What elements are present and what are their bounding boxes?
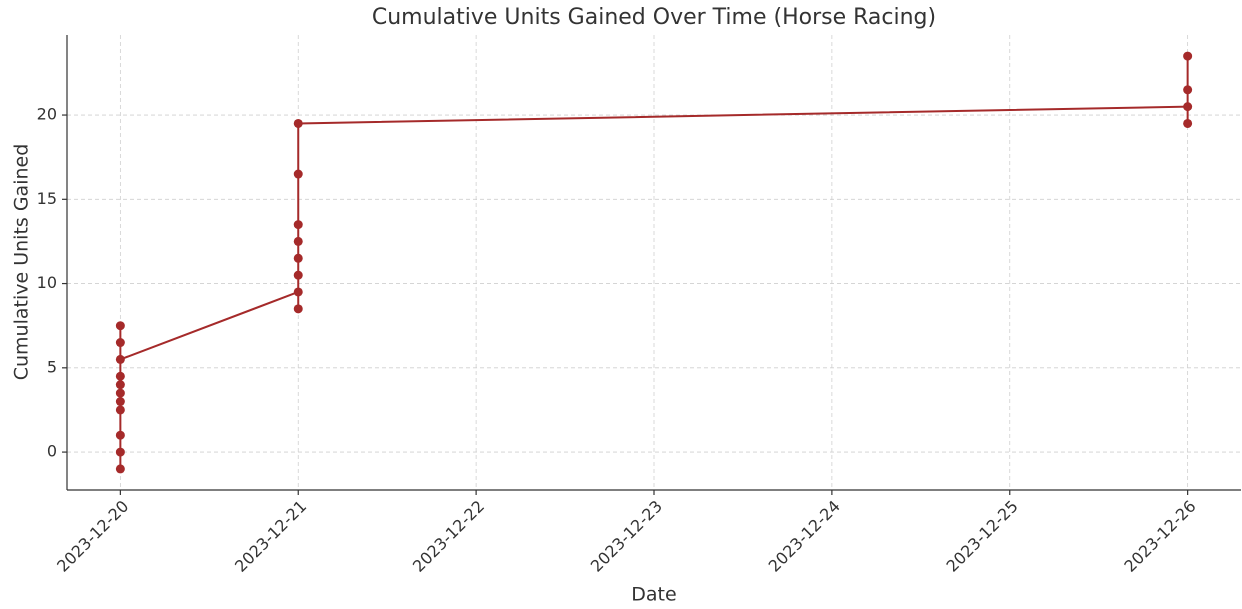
data-point: [115, 354, 125, 364]
data-point: [293, 253, 303, 263]
x-tick-label: 2023-12-21: [231, 497, 310, 576]
data-point: [115, 380, 125, 390]
data-point: [115, 405, 125, 415]
data-point: [115, 338, 125, 348]
x-axis-label: Date: [631, 584, 676, 606]
data-point: [1183, 102, 1193, 112]
data-point: [293, 270, 303, 280]
x-tick-label: 2023-12-24: [765, 497, 844, 576]
data-point: [115, 321, 125, 331]
x-tick-label: 2023-12-25: [943, 497, 1022, 576]
x-tick-label: 2023-12-20: [53, 497, 132, 576]
data-point: [293, 236, 303, 246]
x-tick-label: 2023-12-22: [409, 497, 488, 576]
y-tick-label: 15: [37, 189, 57, 208]
data-point: [115, 464, 125, 474]
data-point: [115, 447, 125, 457]
data-point: [1183, 118, 1193, 128]
y-tick-label: 5: [47, 357, 57, 376]
data-point: [115, 430, 125, 440]
data-point: [293, 118, 303, 128]
x-tick-label: 2023-12-23: [587, 497, 666, 576]
y-tick-label: 10: [37, 273, 57, 292]
data-point: [293, 220, 303, 230]
chart-title: Cumulative Units Gained Over Time (Horse…: [372, 5, 936, 30]
data-point: [293, 169, 303, 179]
y-tick-label: 0: [47, 442, 57, 461]
x-tick-label: 2023-12-26: [1120, 497, 1199, 576]
data-point: [115, 397, 125, 407]
data-point: [1183, 85, 1193, 95]
data-point: [293, 287, 303, 297]
y-tick-label: 20: [37, 105, 57, 124]
y-axis-label: Cumulative Units Gained: [11, 144, 33, 381]
data-point: [293, 304, 303, 314]
data-point: [115, 371, 125, 381]
data-point: [115, 388, 125, 398]
data-point: [1183, 51, 1193, 61]
